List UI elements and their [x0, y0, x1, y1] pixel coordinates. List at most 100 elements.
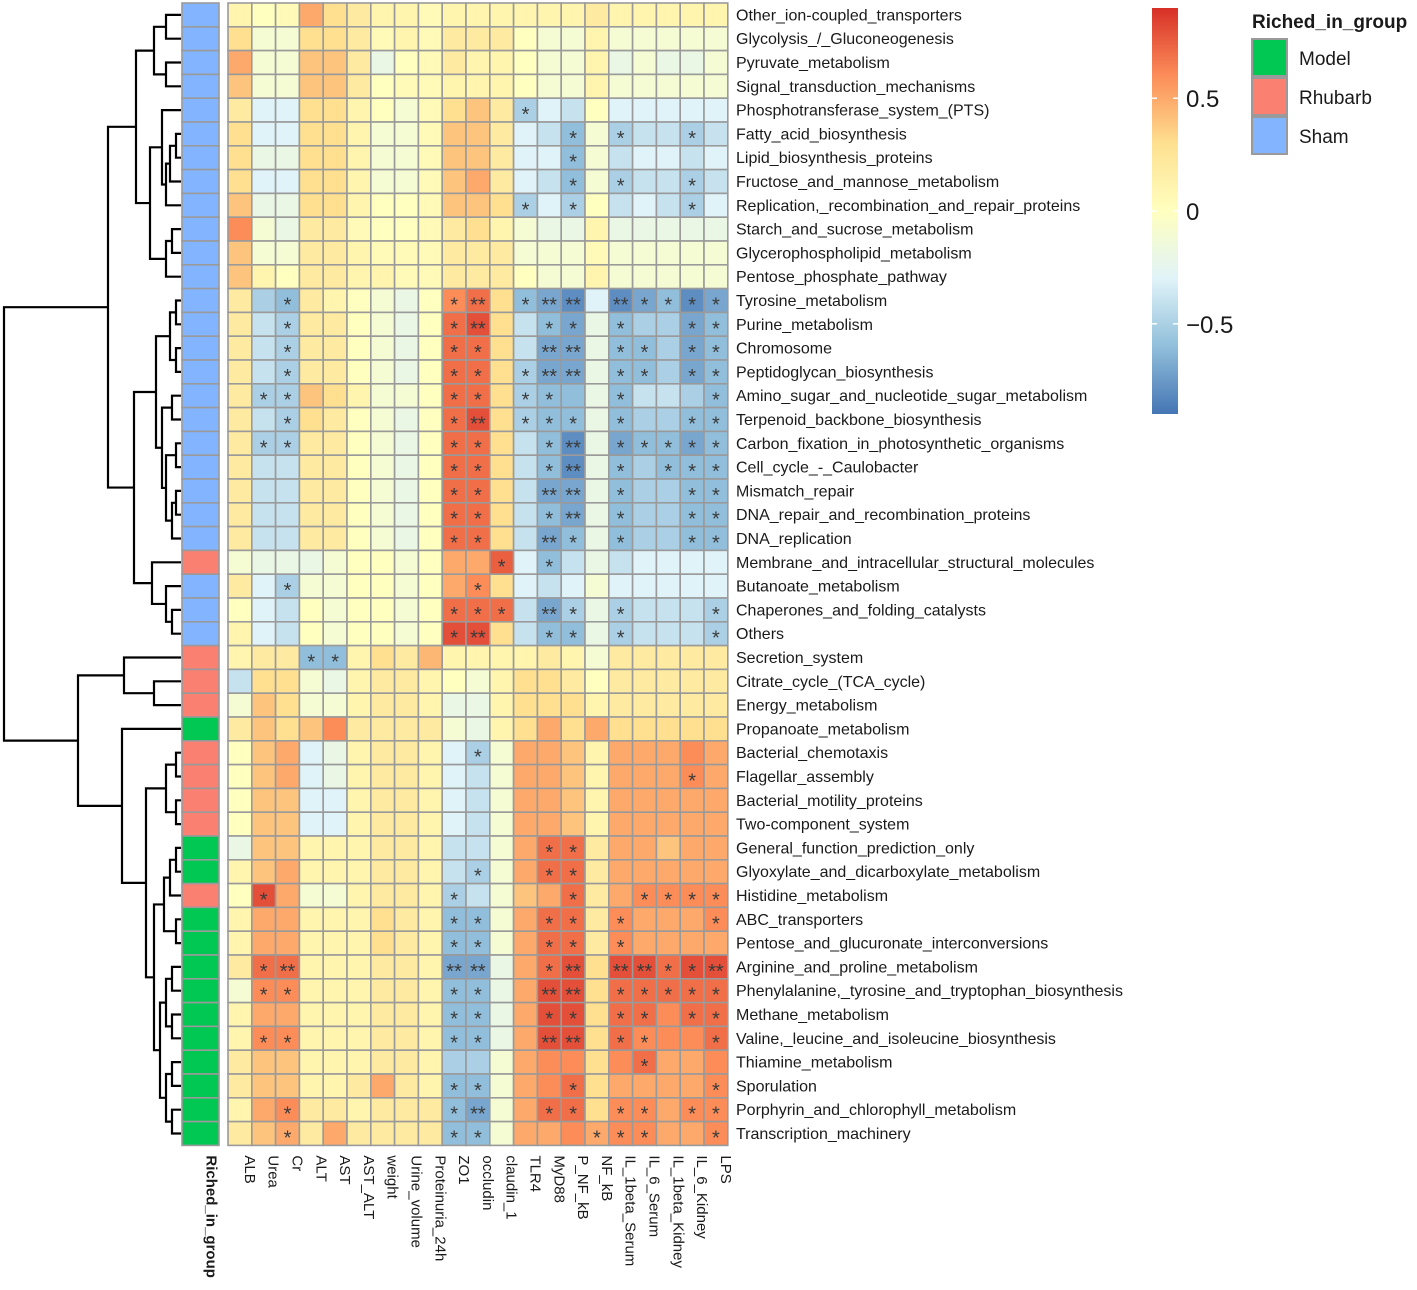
- heatmap-cell: [560, 716, 586, 742]
- heatmap-cell: [322, 716, 348, 742]
- significance-star: *: [569, 176, 577, 198]
- significance-star: *: [641, 1032, 649, 1054]
- heatmap-cell: [679, 1049, 705, 1075]
- heatmap-cell: [393, 478, 420, 504]
- heatmap-cell: [441, 192, 467, 218]
- row-label: Signal_transduction_mechanisms: [736, 79, 975, 96]
- heatmap-cell: [703, 716, 729, 742]
- heatmap-cell: [417, 359, 443, 385]
- heatmap-cell: [322, 906, 348, 933]
- heatmap-cell: [512, 49, 539, 76]
- heatmap-cell: [560, 739, 586, 766]
- heatmap-cell: [465, 192, 491, 218]
- heatmap-cell: [512, 335, 539, 361]
- group-annotation-cell: [181, 573, 220, 599]
- heatmap-cell: [369, 692, 396, 718]
- significance-star: *: [688, 461, 696, 483]
- heatmap-cell: [655, 1073, 682, 1099]
- heatmap-cell: [251, 787, 277, 814]
- significance-star: *: [260, 890, 268, 912]
- color-scale-legend: 0.5 0 −0.5: [1152, 8, 1233, 414]
- heatmap-cell: [227, 263, 253, 290]
- heatmap-cell: [369, 240, 396, 266]
- heatmap-cell: [369, 716, 396, 742]
- row-label: Chromosome: [736, 341, 832, 358]
- heatmap-cell: [560, 263, 586, 290]
- heatmap-cell: [227, 597, 253, 623]
- row-label: Fructose_and_mannose_metabolism: [736, 174, 999, 191]
- heatmap-cell: [251, 1120, 277, 1147]
- heatmap-cell: [512, 692, 539, 718]
- significance-star: *: [712, 913, 720, 935]
- heatmap-cell: [655, 406, 682, 433]
- heatmap-cell: [631, 763, 658, 790]
- significance-star: **: [542, 485, 558, 507]
- heatmap-cell: [322, 882, 348, 909]
- heatmap-cell: [322, 335, 348, 361]
- significance-star: *: [474, 747, 482, 769]
- heatmap-cell: [488, 430, 515, 456]
- heatmap-cell: [655, 216, 682, 242]
- heatmap-cell: [227, 49, 253, 76]
- heatmap-cell: [417, 954, 443, 980]
- row-label: Porphyrin_and_chlorophyll_metabolism: [736, 1102, 1016, 1119]
- heatmap-cell: [655, 1120, 682, 1147]
- heatmap-cell: [512, 1073, 539, 1099]
- heatmap-cell: [417, 1073, 443, 1099]
- heatmap-cell: [298, 1073, 324, 1099]
- heatmap-cell: [631, 620, 658, 647]
- dendrogram-branch: [2, 306, 108, 742]
- heatmap-cell: [322, 216, 348, 242]
- heatmap-cell: [488, 311, 515, 337]
- heatmap-cell: [322, 73, 348, 100]
- heatmap-cell: [703, 216, 729, 242]
- heatmap-cell: [441, 668, 467, 695]
- heatmap-cell: [274, 240, 301, 266]
- heatmap-cell: [322, 620, 348, 647]
- significance-star: *: [545, 628, 553, 650]
- significance-star: *: [260, 437, 268, 459]
- heatmap-cell: [227, 25, 253, 52]
- heatmap-cell: [488, 858, 515, 885]
- heatmap-cell: [488, 478, 515, 504]
- significance-star: *: [688, 985, 696, 1007]
- heatmap-cell: [227, 335, 253, 361]
- color-scale-tick-label: 0.5: [1186, 86, 1219, 113]
- significance-star: *: [522, 295, 530, 317]
- heatmap-cell: [322, 1025, 348, 1052]
- heatmap-cell: [512, 2, 539, 28]
- heatmap-cell: [703, 858, 729, 885]
- row-label: Chaperones_and_folding_catalysts: [736, 602, 986, 619]
- heatmap-cell: [607, 739, 634, 766]
- significance-star: *: [688, 176, 696, 198]
- heatmap-cell: [655, 739, 682, 766]
- heatmap-cell: [607, 49, 634, 76]
- heatmap-cell: [346, 335, 372, 361]
- heatmap-cell: [584, 121, 610, 147]
- dendrogram-branch: [174, 918, 181, 945]
- heatmap-cell: [441, 73, 467, 100]
- heatmap-cell: [703, 168, 729, 195]
- significance-star: *: [450, 295, 458, 317]
- heatmap-cell: [251, 692, 277, 718]
- heatmap-cell: [655, 145, 682, 171]
- heatmap-cell: [251, 644, 277, 671]
- heatmap-cell: [488, 97, 515, 123]
- heatmap-cell: [274, 906, 301, 933]
- heatmap-cell: [631, 216, 658, 242]
- heatmap-cell: [251, 525, 277, 552]
- heatmap-cell: [584, 1025, 610, 1052]
- heatmap-cell: [369, 430, 396, 456]
- heatmap-cell: [536, 121, 563, 147]
- heatmap-cell: [631, 501, 658, 528]
- significance-star: *: [712, 628, 720, 650]
- heatmap-cell: [298, 240, 324, 266]
- heatmap-cell: [369, 930, 396, 956]
- heatmap-cell: [298, 597, 324, 623]
- column-label: AST_ALT: [360, 1155, 377, 1219]
- heatmap-cell: [488, 121, 515, 147]
- group-annotation-cell: [181, 168, 220, 195]
- heatmap-cell: [322, 454, 348, 480]
- heatmap-cell: [251, 240, 277, 266]
- heatmap-cell: [393, 406, 420, 433]
